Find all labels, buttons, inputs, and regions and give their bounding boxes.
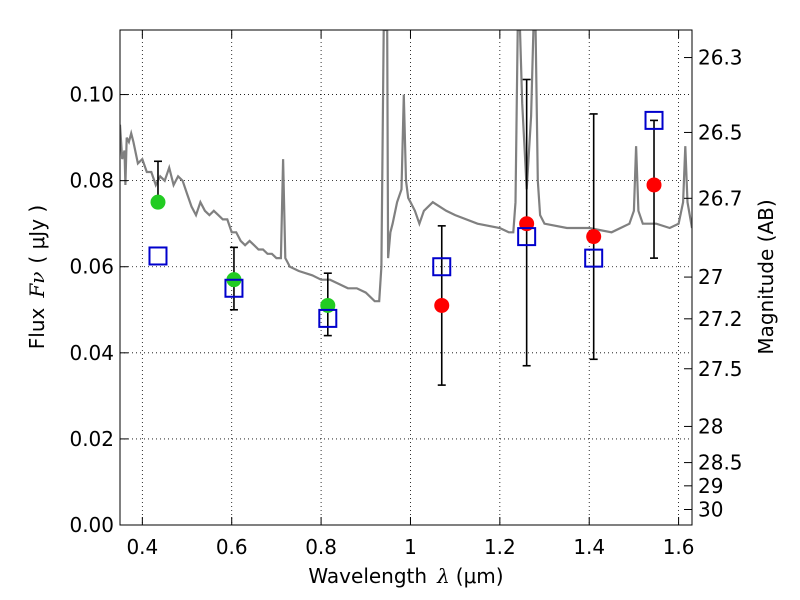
error-bars xyxy=(153,78,659,386)
x-tick-label: 1.2 xyxy=(484,535,516,559)
y2-tick-label: 26.3 xyxy=(698,46,743,70)
data-point xyxy=(646,177,662,193)
y2-tick-label: 27.5 xyxy=(698,357,743,381)
y2-axis-label: Magnitude (AB) xyxy=(754,199,778,354)
y2-tick-label: 29 xyxy=(698,474,723,498)
model-photometry-point xyxy=(318,308,338,328)
model-photometry-point xyxy=(148,246,168,266)
grid xyxy=(120,30,692,526)
y-tick-label: 0.02 xyxy=(69,427,114,451)
data-point xyxy=(150,194,166,210)
x-axis-label: Wavelength λ (μm) xyxy=(308,564,503,588)
data-markers xyxy=(148,110,664,328)
data-point xyxy=(586,229,602,245)
y2-tick-label: 26.5 xyxy=(698,120,743,144)
model-photometry-point xyxy=(517,227,537,247)
model-spectrum xyxy=(120,30,692,303)
data-point xyxy=(434,297,450,313)
y-tick-label: 0.00 xyxy=(69,513,114,537)
x-tick-label: 1.4 xyxy=(573,535,605,559)
y2-tick-label: 27 xyxy=(698,265,723,289)
y2-tick-label: 28.5 xyxy=(698,451,743,475)
x-tick-label: 0.4 xyxy=(126,535,158,559)
ticks: 0.4 0.6 0.8 1 1.2 1.4 1.6 0.00 0.02 0.04 0.06 0.08 0… xyxy=(69,30,743,559)
y-axis-label: FluxFν( μJy ) xyxy=(25,205,49,349)
y-tick-label: 0.10 xyxy=(69,83,114,107)
y2-tick-label: 27.2 xyxy=(698,307,743,331)
model-photometry-point xyxy=(224,278,244,298)
model-photometry-point xyxy=(584,248,604,268)
model-photometry-point xyxy=(644,110,664,130)
y-tick-label: 0.06 xyxy=(69,255,114,279)
y-tick-label: 0.08 xyxy=(69,169,114,193)
y2-tick-label: 26.7 xyxy=(698,186,743,210)
model-spectrum-line xyxy=(120,30,692,303)
x-tick-label: 1.6 xyxy=(663,535,695,559)
x-tick-label: 0.6 xyxy=(216,535,248,559)
model-photometry-point xyxy=(432,257,452,277)
plot-frame xyxy=(119,29,693,526)
x-tick-label: 0.8 xyxy=(305,535,337,559)
y2-tick-label: 28 xyxy=(698,414,723,438)
x-tick-label: 1 xyxy=(404,535,417,559)
y2-tick-label: 30 xyxy=(698,498,723,522)
y-tick-label: 0.04 xyxy=(69,341,114,365)
